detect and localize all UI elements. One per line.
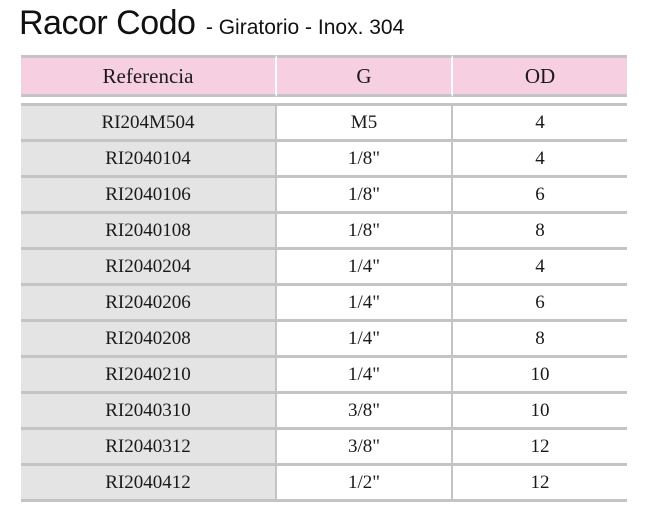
table-row: RI2040208 1/4" 8 <box>21 322 627 358</box>
header-referencia: Referencia <box>21 55 277 97</box>
cell-g: 1/8" <box>277 178 453 214</box>
table-row: RI2040104 1/8" 4 <box>21 142 627 178</box>
cell-od: 4 <box>453 142 627 178</box>
table-row: RI204M504 M5 4 <box>21 106 627 142</box>
cell-referencia: RI2040312 <box>21 430 277 466</box>
cell-referencia: RI2040104 <box>21 142 277 178</box>
cell-od: 6 <box>453 178 627 214</box>
cell-referencia: RI204M504 <box>21 106 277 142</box>
table-row: RI2040210 1/4" 10 <box>21 358 627 394</box>
header-od: OD <box>453 55 627 97</box>
table-row: RI2040204 1/4" 4 <box>21 250 627 286</box>
page-title: Racor Codo - Giratorio - Inox. 304 <box>19 4 404 43</box>
cell-g: M5 <box>277 106 453 142</box>
table-row: RI2040206 1/4" 6 <box>21 286 627 322</box>
table-body: RI204M504 M5 4 RI2040104 1/8" 4 RI204010… <box>21 106 627 502</box>
product-table: Referencia G OD RI204M504 M5 4 RI2040104… <box>21 55 627 502</box>
table-row: RI2040310 3/8" 10 <box>21 394 627 430</box>
cell-od: 8 <box>453 214 627 250</box>
cell-g: 1/2" <box>277 466 453 502</box>
cell-referencia: RI2040206 <box>21 286 277 322</box>
cell-g: 3/8" <box>277 430 453 466</box>
cell-od: 8 <box>453 322 627 358</box>
table-row: RI2040108 1/8" 8 <box>21 214 627 250</box>
cell-od: 6 <box>453 286 627 322</box>
cell-referencia: RI2040108 <box>21 214 277 250</box>
cell-od: 10 <box>453 358 627 394</box>
cell-g: 3/8" <box>277 394 453 430</box>
cell-g: 1/4" <box>277 358 453 394</box>
cell-referencia: RI2040204 <box>21 250 277 286</box>
cell-g: 1/4" <box>277 286 453 322</box>
cell-od: 4 <box>453 250 627 286</box>
cell-od: 4 <box>453 106 627 142</box>
cell-referencia: RI2040106 <box>21 178 277 214</box>
cell-referencia: RI2040412 <box>21 466 277 502</box>
header-gap <box>21 97 627 106</box>
title-main: Racor Codo <box>19 4 196 42</box>
table-header: Referencia G OD <box>21 55 627 97</box>
cell-g: 1/8" <box>277 214 453 250</box>
cell-referencia: RI2040210 <box>21 358 277 394</box>
cell-referencia: RI2040310 <box>21 394 277 430</box>
cell-g: 1/4" <box>277 322 453 358</box>
cell-referencia: RI2040208 <box>21 322 277 358</box>
header-g: G <box>277 55 453 97</box>
title-subtitle: - Giratorio - Inox. 304 <box>205 16 405 39</box>
header-row: Referencia G OD <box>21 55 627 97</box>
reference-table: Referencia G OD RI204M504 M5 4 RI2040104… <box>21 55 627 502</box>
cell-od: 12 <box>453 466 627 502</box>
gap-cell <box>21 97 277 106</box>
cell-od: 12 <box>453 430 627 466</box>
gap-cell <box>453 97 627 106</box>
table-row: RI2040412 1/2" 12 <box>21 466 627 502</box>
table-row: RI2040106 1/8" 6 <box>21 178 627 214</box>
cell-g: 1/8" <box>277 142 453 178</box>
gap-cell <box>277 97 453 106</box>
cell-g: 1/4" <box>277 250 453 286</box>
cell-od: 10 <box>453 394 627 430</box>
table-row: RI2040312 3/8" 12 <box>21 430 627 466</box>
